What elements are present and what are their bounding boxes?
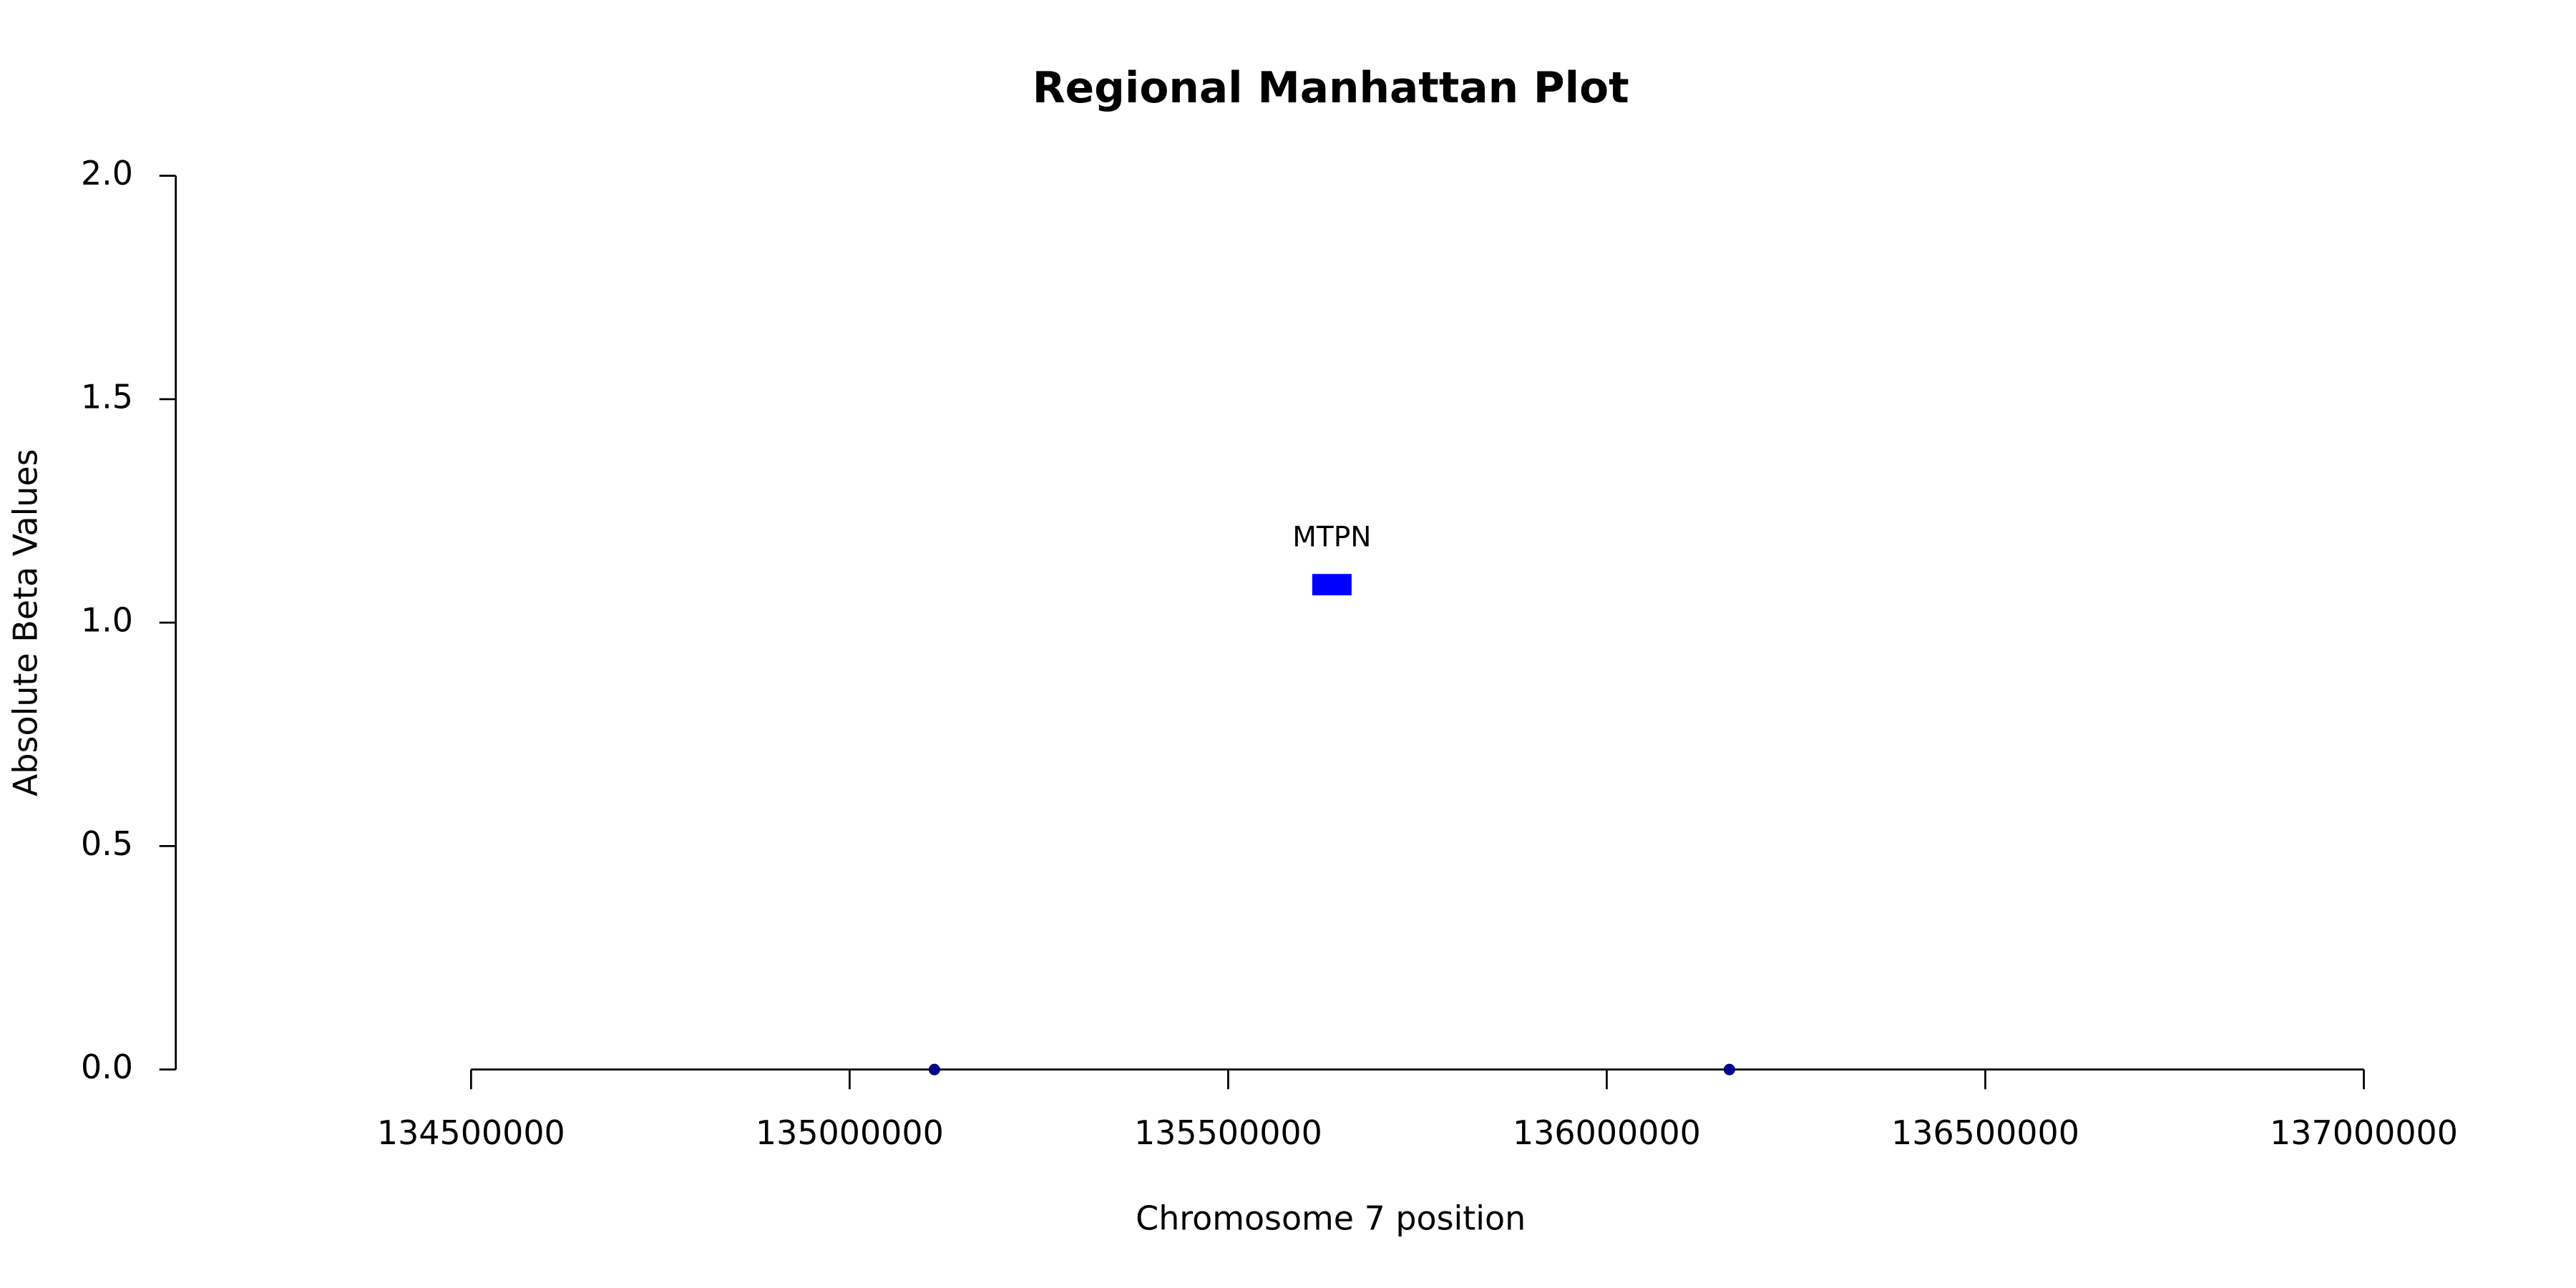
x-tick-label: 136500000 bbox=[1891, 1113, 2079, 1152]
x-tick-label: 135000000 bbox=[756, 1113, 944, 1152]
y-tick-label: 2.0 bbox=[81, 154, 133, 192]
point bbox=[1723, 1063, 1735, 1075]
gene-box bbox=[1312, 574, 1352, 595]
x-tick-label: 137000000 bbox=[2270, 1113, 2458, 1152]
y-tick-label: 0.5 bbox=[81, 824, 133, 863]
y-axis-label: Absolute Beta Values bbox=[6, 449, 45, 796]
point bbox=[928, 1063, 940, 1075]
x-tick-label: 134500000 bbox=[377, 1113, 565, 1152]
y-tick-label: 1.5 bbox=[81, 377, 133, 416]
x-axis-label: Chromosome 7 position bbox=[1136, 1199, 1526, 1237]
chart-title: Regional Manhattan Plot bbox=[1033, 64, 1629, 113]
y-tick-label: 0.0 bbox=[81, 1048, 133, 1086]
x-tick-label: 135500000 bbox=[1134, 1113, 1322, 1152]
x-tick-label: 136000000 bbox=[1513, 1113, 1701, 1152]
gene-label: MTPN bbox=[1292, 521, 1371, 553]
y-tick-label: 1.0 bbox=[81, 601, 133, 640]
